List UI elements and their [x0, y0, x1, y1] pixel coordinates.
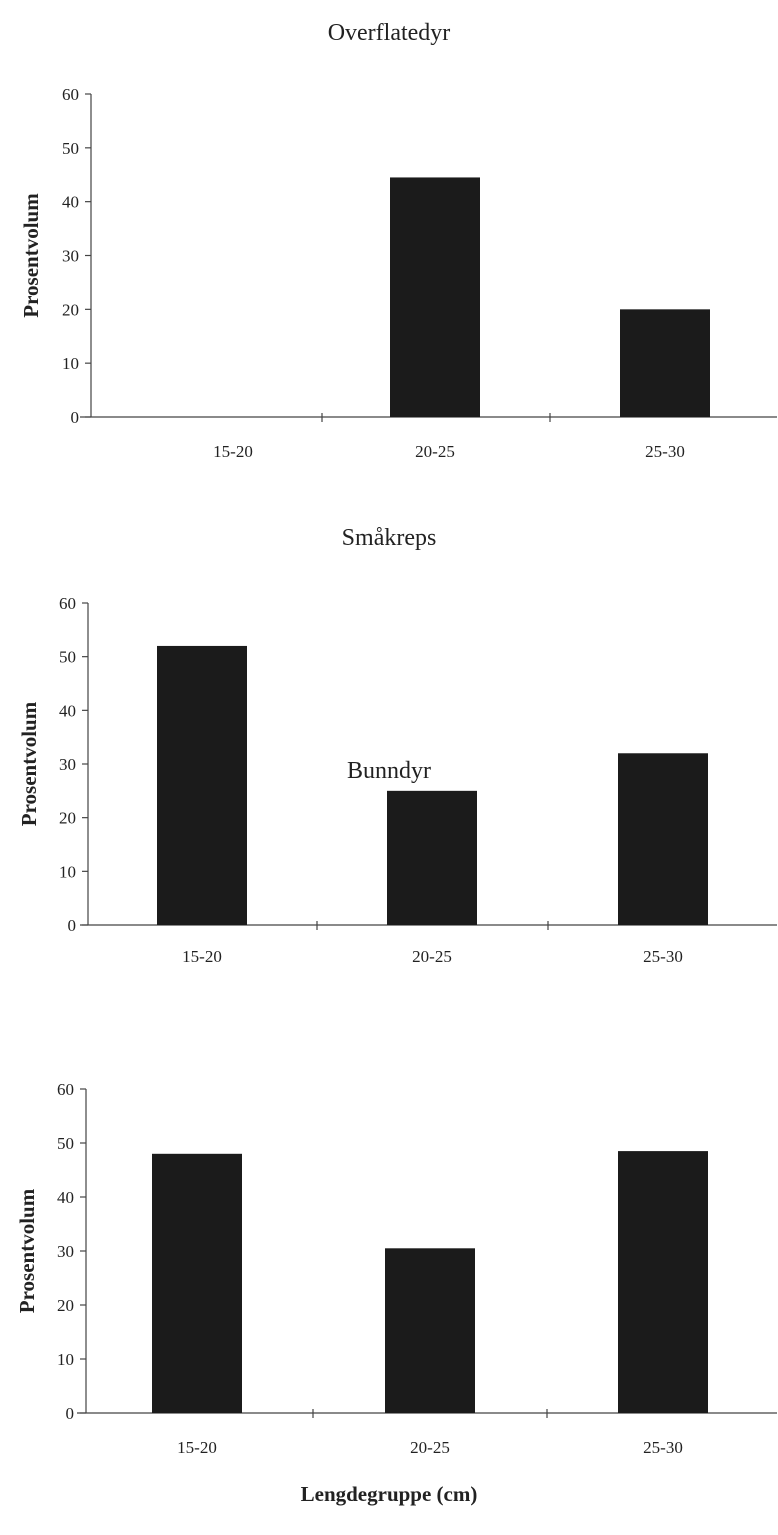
x-tick-label: 15-20 [177, 1438, 217, 1457]
bar-20-25 [385, 1248, 475, 1413]
y-tick-label: 40 [59, 701, 76, 720]
chart-title: Overflatedyr [328, 20, 451, 46]
x-tick-label: 25-30 [645, 442, 685, 461]
y-tick-label: 10 [59, 862, 76, 881]
y-tick-label: 0 [66, 1404, 75, 1423]
y-tick-label: 60 [57, 1080, 74, 1099]
x-axis-label: Lengdegruppe (cm) [300, 1482, 478, 1506]
x-tick-label: 20-25 [412, 947, 452, 966]
y-tick-label: 60 [59, 594, 76, 613]
bar-15-20 [157, 645, 247, 925]
y-tick-label: 50 [57, 1134, 74, 1153]
x-tick-label: 20-25 [410, 1438, 450, 1457]
y-tick-label: 30 [62, 247, 79, 266]
y-axis-title: Prosentvolum [17, 701, 41, 826]
bar-25-30 [618, 753, 708, 925]
y-tick-label: 10 [62, 354, 79, 373]
y-axis-title: Prosentvolum [19, 193, 43, 318]
bar-20-25 [387, 790, 477, 925]
y-tick-label: 0 [68, 916, 77, 935]
y-tick-label: 50 [59, 648, 76, 667]
y-tick-label: 40 [62, 193, 79, 212]
y-tick-label: 20 [59, 809, 76, 828]
y-tick-label: 30 [57, 1242, 74, 1261]
y-tick-label: 0 [71, 408, 80, 427]
x-tick-label: 20-25 [415, 442, 455, 461]
y-tick-label: 20 [57, 1296, 74, 1315]
chart-title: Bunndyr [347, 758, 431, 784]
y-axis-title: Prosentvolum [15, 1188, 39, 1313]
bar-20-25 [390, 177, 480, 417]
bar-25-30 [618, 1151, 708, 1413]
y-tick-label: 50 [62, 139, 79, 158]
y-tick-label: 40 [57, 1188, 74, 1207]
y-tick-label: 20 [62, 300, 79, 319]
y-tick-label: 60 [62, 85, 79, 104]
y-tick-label: 30 [59, 755, 76, 774]
chart-title: Småkreps [342, 525, 437, 551]
y-tick-label: 10 [57, 1350, 74, 1369]
x-tick-label: 15-20 [182, 947, 222, 966]
bar-15-20 [152, 1153, 242, 1413]
x-tick-label: 25-30 [643, 1438, 683, 1457]
bar-25-30 [620, 309, 710, 417]
x-tick-label: 15-20 [213, 442, 253, 461]
x-tick-label: 25-30 [643, 947, 683, 966]
